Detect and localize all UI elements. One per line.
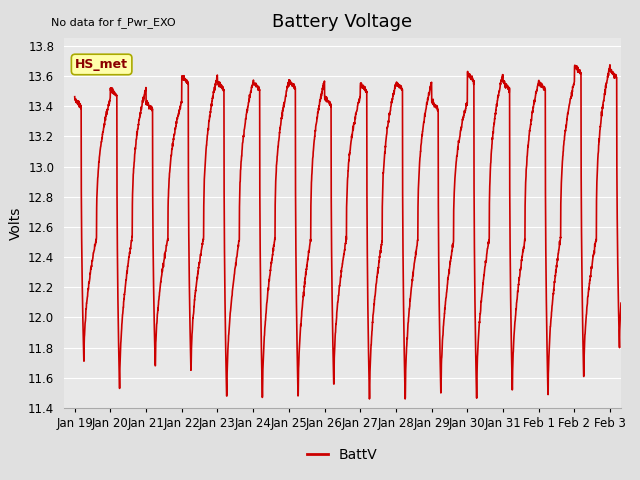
Title: Battery Voltage: Battery Voltage [273,13,412,31]
Text: No data for f_Pwr_EXO: No data for f_Pwr_EXO [51,17,176,28]
Text: HS_met: HS_met [75,58,128,71]
Legend: BattV: BattV [301,443,383,468]
Y-axis label: Volts: Volts [8,206,22,240]
